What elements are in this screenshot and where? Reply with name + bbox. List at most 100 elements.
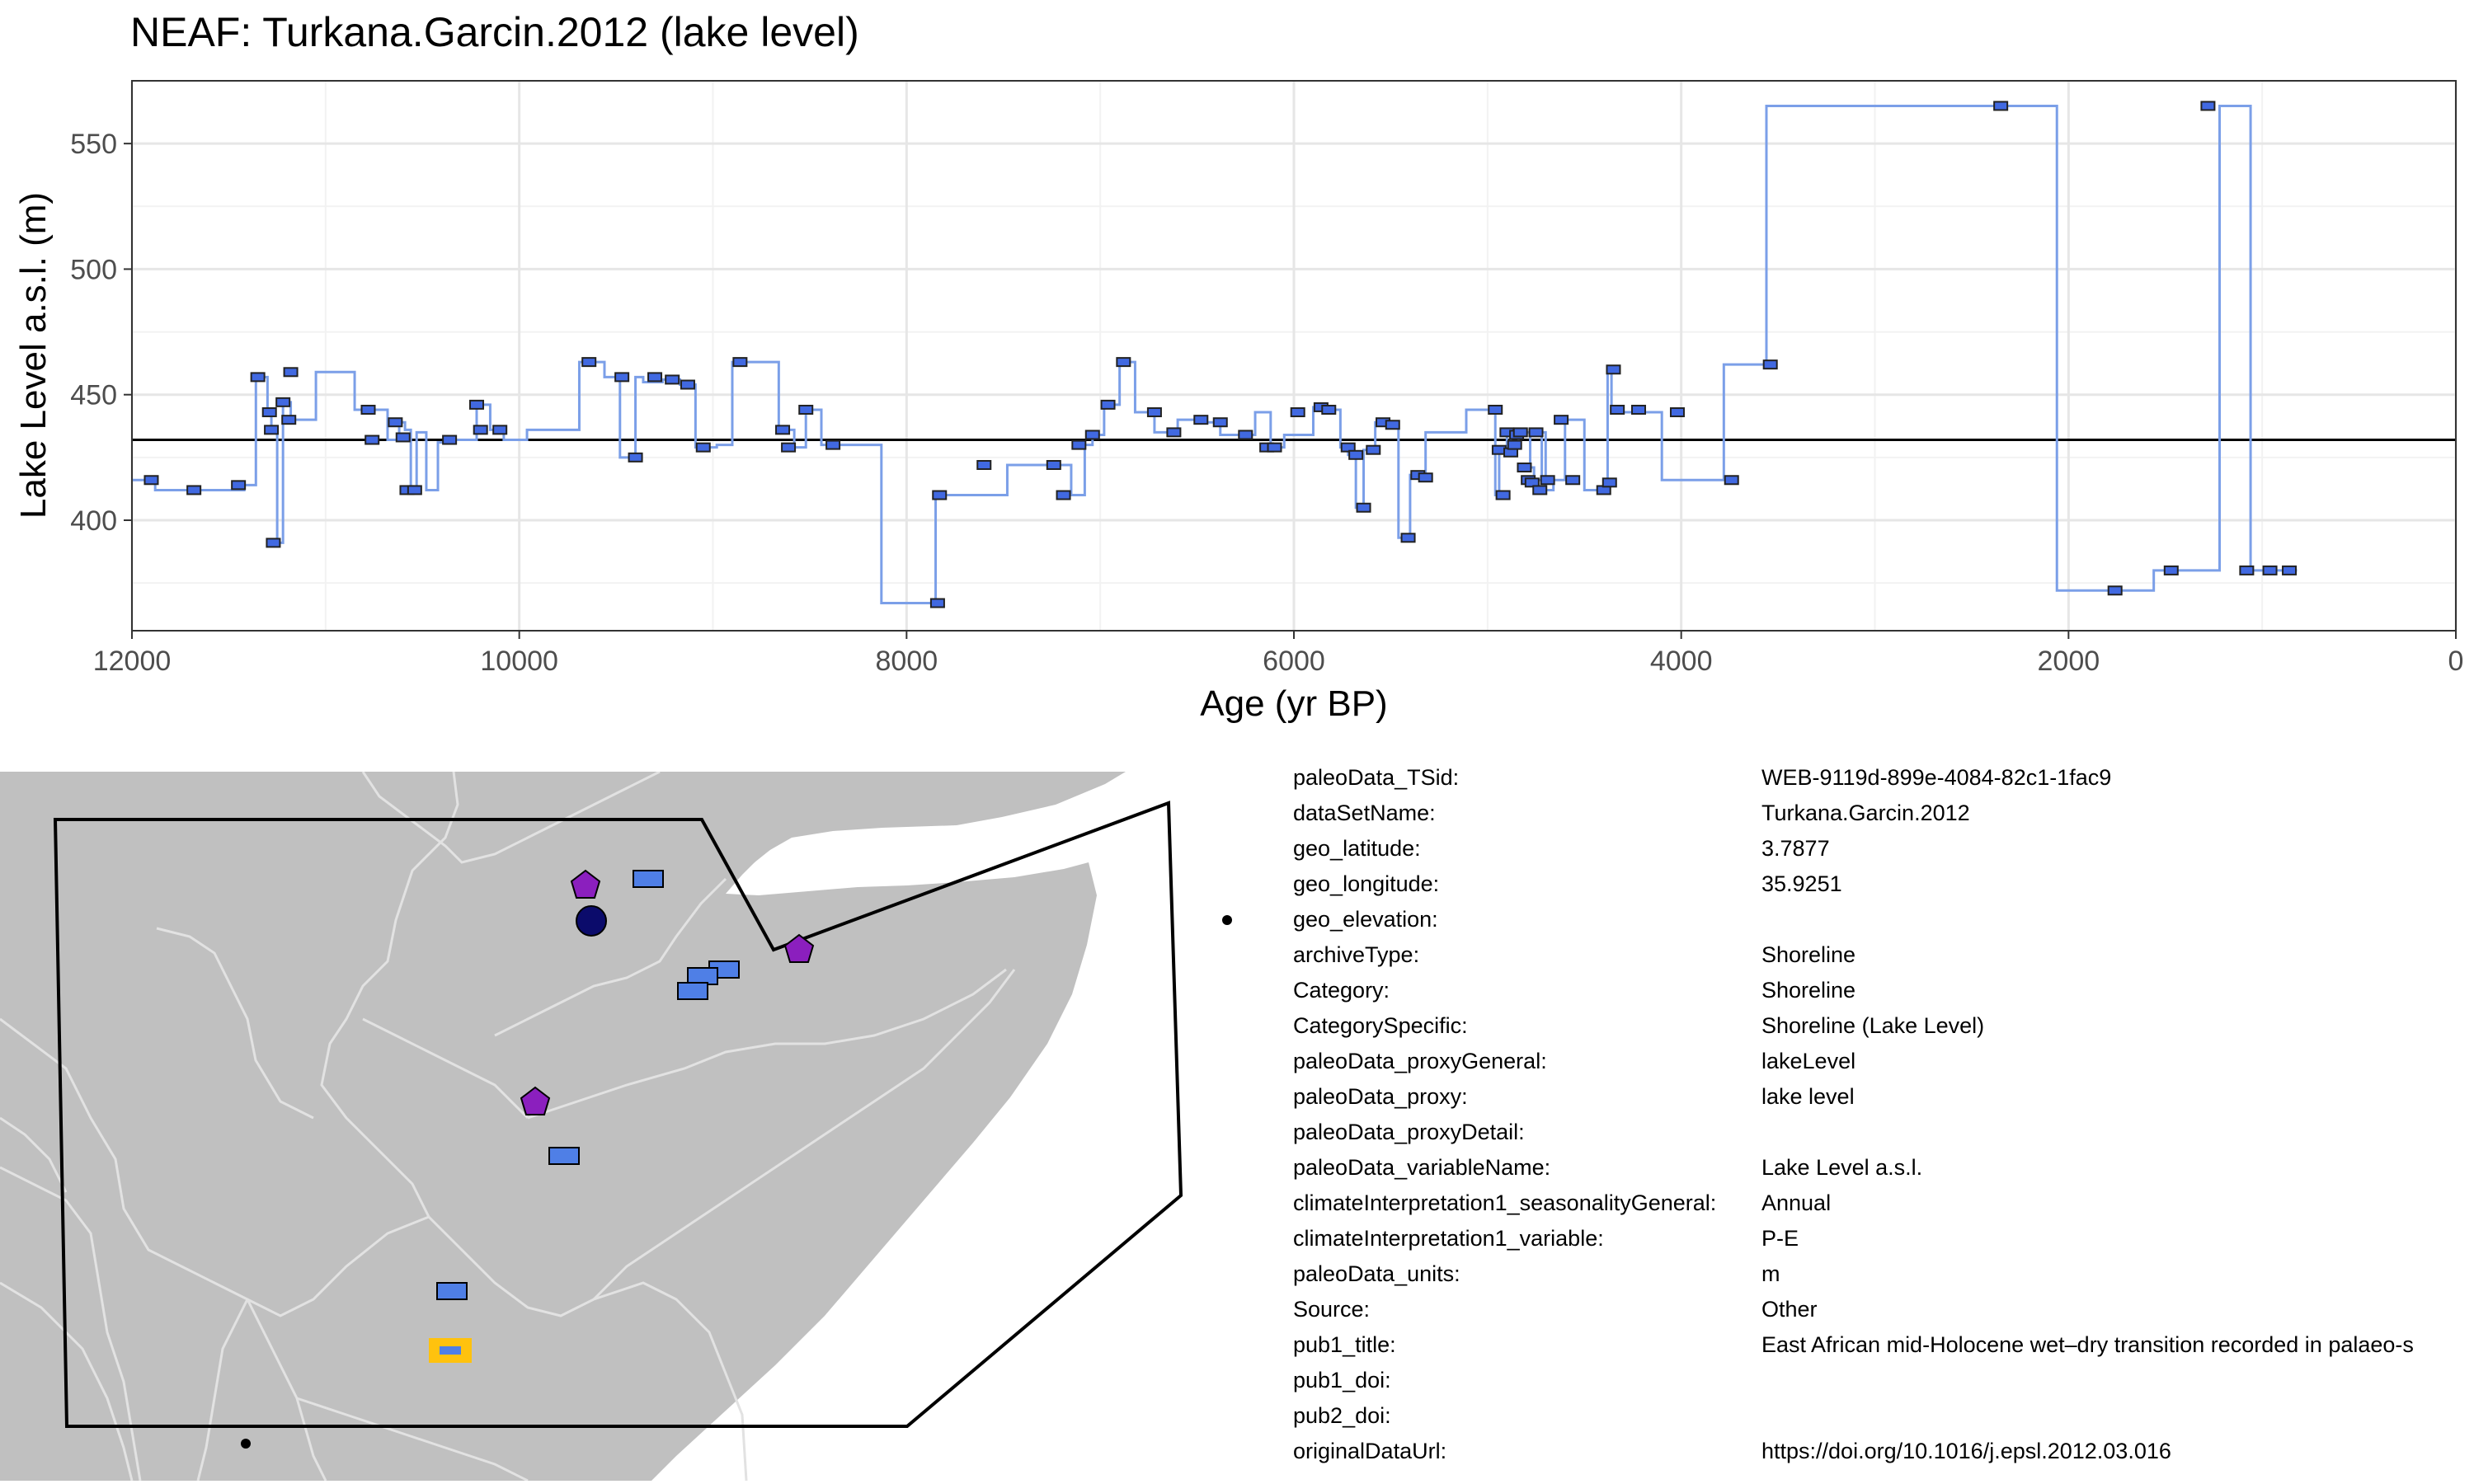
data-point-marker (1993, 101, 2009, 111)
site-marker (436, 1282, 468, 1300)
metadata-value: Turkana.Garcin.2012 (1761, 801, 1970, 825)
metadata-key: pub1_title: (1293, 1332, 1396, 1357)
data-point-marker (1762, 359, 1778, 370)
metadata-value: P-E (1761, 1226, 1799, 1251)
data-point-marker (1166, 427, 1182, 438)
selected-site-marker (440, 1346, 461, 1355)
data-point-marker (473, 425, 488, 435)
metadata-value: Other (1761, 1297, 1818, 1322)
data-point-marker (1507, 439, 1522, 450)
data-point-marker (680, 379, 695, 390)
data-point-marker (407, 485, 422, 495)
data-point-marker (1602, 477, 1617, 488)
marker-layer (143, 101, 2298, 608)
data-point-marker (1340, 442, 1356, 453)
x-tick-label: 8000 (876, 646, 938, 677)
series-line-layer (132, 104, 2298, 604)
data-point-marker (1056, 490, 1071, 500)
metadata-value: Shoreline (1761, 978, 1856, 1003)
data-point-marker (1084, 430, 1100, 440)
y-tick-label: 550 (70, 129, 117, 160)
data-point-marker (2262, 565, 2278, 575)
site-marker (677, 982, 708, 1000)
metadata-key: Source: (1293, 1297, 1371, 1322)
data-point-marker (1631, 404, 1647, 415)
metadata-value: 3.7877 (1761, 836, 1830, 861)
x-tick-label: 12000 (93, 646, 172, 677)
data-point-marker (1290, 407, 1305, 418)
data-point-marker (732, 357, 748, 368)
data-point-marker (1418, 472, 1433, 483)
data-point-marker (1212, 417, 1228, 428)
data-point-marker (1400, 533, 1416, 543)
data-point-marker (628, 452, 643, 463)
map-sites (241, 869, 815, 1449)
site-marker-pentagon (783, 933, 815, 963)
metadata-key: paleoData_proxy: (1293, 1084, 1468, 1109)
y-axis-ticks: 400 450 500 550 (70, 129, 132, 537)
data-point-marker (665, 374, 680, 385)
data-point-marker (825, 439, 841, 450)
data-point-marker (2200, 101, 2216, 111)
x-axis-ticks: 12000 10000 8000 6000 4000 2000 0 (93, 631, 2463, 677)
x-tick-label: 4000 (1650, 646, 1713, 677)
data-point-marker (281, 415, 297, 425)
metadata-key: geo_elevation: (1293, 907, 1438, 932)
data-point-marker (231, 480, 247, 491)
metadata-value: WEB-9119d-899e-4084-82c1-1fac9 (1761, 765, 2112, 790)
y-tick-label: 450 (70, 380, 117, 411)
metadata-key: paleoData_variableName: (1293, 1155, 1551, 1180)
metadata-key: climateInterpretation1_variable: (1293, 1226, 1604, 1251)
grid-lines (130, 80, 2458, 631)
data-point-marker (1565, 475, 1581, 486)
data-point-marker (1071, 439, 1087, 450)
data-point-marker (1348, 449, 1364, 460)
data-point-marker (1116, 357, 1131, 368)
data-point-marker (1606, 364, 1621, 375)
data-point-marker (388, 417, 403, 428)
metadata-key: paleoData_proxyDetail: (1293, 1120, 1525, 1144)
site-marker-pentagon (520, 1086, 551, 1115)
data-point-marker (2163, 565, 2179, 575)
metadata-key: archiveType: (1293, 942, 1420, 967)
data-point-marker (1146, 407, 1162, 418)
map-land-arabia-peninsula (726, 772, 833, 877)
data-point-marker (1321, 404, 1337, 415)
data-point-marker (492, 425, 508, 435)
metadata-key: Category: (1293, 978, 1390, 1003)
data-point-marker (2239, 565, 2255, 575)
data-point-marker (1610, 404, 1625, 415)
metadata-key: CategorySpecific: (1293, 1013, 1468, 1038)
data-point-marker (798, 404, 814, 415)
data-point-marker (143, 475, 159, 486)
map-land-africa (0, 772, 1126, 1481)
x-tick-label: 10000 (480, 646, 558, 677)
data-point-marker (1517, 463, 1532, 473)
y-tick-label: 500 (70, 254, 117, 285)
data-point-marker (2107, 585, 2123, 596)
data-point-marker (469, 399, 485, 410)
data-point-marker (1356, 502, 1371, 513)
metadata-value: lakeLevel (1761, 1049, 1856, 1073)
x-axis-label: Age (yr BP) (1200, 683, 1387, 724)
data-point-marker (365, 434, 380, 445)
data-point-marker (186, 485, 202, 495)
chart-title: NEAF: Turkana.Garcin.2012 (lake level) (130, 9, 859, 55)
metadata-value: Annual (1761, 1190, 1832, 1215)
metadata-key: dataSetName: (1293, 801, 1436, 825)
data-point-marker (647, 372, 663, 383)
data-point-marker (266, 538, 281, 548)
data-point-marker (1524, 477, 1540, 488)
data-point-marker (1267, 442, 1282, 453)
country-borders (0, 772, 1016, 1481)
data-point-marker (781, 442, 797, 453)
metadata-key: pub1_doi: (1293, 1368, 1391, 1392)
data-point-marker (1669, 407, 1685, 418)
metadata-value: m (1761, 1261, 1780, 1286)
data-point-marker (261, 407, 277, 418)
data-point-marker (1238, 430, 1253, 440)
data-point-marker (932, 490, 948, 500)
data-point-marker (1100, 399, 1116, 410)
data-point-marker (395, 432, 411, 443)
metadata-key: paleoData_units: (1293, 1261, 1460, 1286)
